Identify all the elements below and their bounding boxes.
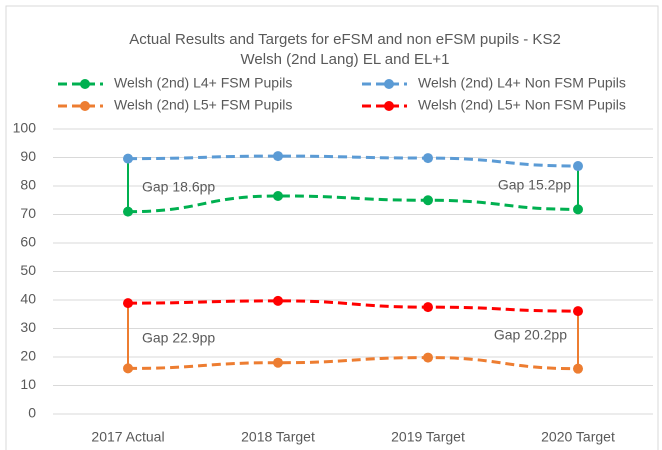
point bbox=[423, 153, 433, 164]
annotation: Gap 20.2pp bbox=[494, 327, 567, 343]
y-tick-label: 80 bbox=[20, 177, 36, 193]
point bbox=[573, 363, 583, 374]
legend-marker bbox=[384, 79, 394, 89]
point bbox=[573, 161, 583, 172]
y-tick-label: 10 bbox=[20, 376, 36, 392]
chart-border bbox=[5, 5, 659, 450]
point bbox=[123, 153, 133, 164]
series-line bbox=[127, 299, 579, 313]
series-line bbox=[127, 194, 579, 214]
point bbox=[273, 295, 283, 306]
legend-label: Welsh (2nd) L4+ FSM Pupils bbox=[114, 75, 292, 91]
point bbox=[123, 363, 133, 374]
chart-title: Actual Results and Targets for eFSM and … bbox=[129, 31, 561, 48]
y-tick-label: 40 bbox=[20, 291, 36, 307]
y-tick-label: 100 bbox=[13, 120, 37, 136]
annotation: Gap 18.6pp bbox=[142, 179, 215, 195]
x-tick-label: 2018 Target bbox=[241, 429, 315, 445]
point bbox=[573, 306, 583, 317]
chart-subtitle: Welsh (2nd Lang) EL and EL+1 bbox=[241, 51, 450, 68]
point bbox=[423, 195, 433, 206]
y-tick-label: 0 bbox=[28, 405, 36, 421]
point bbox=[273, 151, 283, 162]
point bbox=[423, 302, 433, 313]
point bbox=[573, 204, 583, 215]
legend-marker bbox=[80, 79, 90, 89]
series-line bbox=[127, 356, 579, 371]
y-tick-label: 30 bbox=[20, 319, 36, 335]
point bbox=[273, 357, 283, 368]
series-line bbox=[127, 154, 579, 168]
annotation: Gap 22.9pp bbox=[142, 330, 215, 346]
x-tick-label: 2019 Target bbox=[391, 429, 465, 445]
legend-label: Welsh (2nd) L5+ Non FSM Pupils bbox=[418, 97, 626, 113]
x-tick-label: 2020 Target bbox=[541, 429, 615, 445]
y-tick-label: 20 bbox=[20, 348, 36, 364]
x-tick-label: 2017 Actual bbox=[91, 429, 164, 445]
legend-label: Welsh (2nd) L5+ FSM Pupils bbox=[114, 97, 292, 113]
y-tick-label: 60 bbox=[20, 234, 36, 250]
legend-marker bbox=[80, 101, 90, 111]
y-tick-label: 70 bbox=[20, 205, 36, 221]
y-tick-label: 50 bbox=[20, 262, 36, 278]
point bbox=[123, 206, 133, 217]
point bbox=[123, 298, 133, 309]
point bbox=[423, 352, 433, 363]
legend-marker bbox=[384, 101, 394, 111]
annotation: Gap 15.2pp bbox=[498, 177, 571, 193]
y-tick-label: 90 bbox=[20, 148, 36, 164]
point bbox=[273, 190, 283, 201]
legend-label: Welsh (2nd) L4+ Non FSM Pupils bbox=[418, 75, 626, 91]
